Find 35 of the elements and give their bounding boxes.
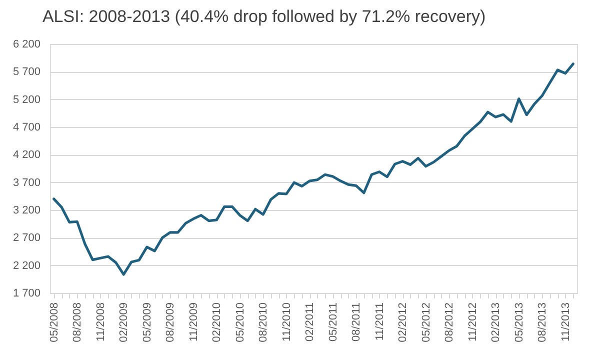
x-tick-label: 08/2009	[164, 302, 177, 342]
y-tick-label: 6 200	[12, 38, 40, 50]
x-tick-label: 05/2013	[513, 302, 526, 342]
x-tick-label: 02/2013	[490, 302, 502, 342]
x-tick-label: 05/2010	[234, 302, 246, 342]
x-tick-label: 08/2010	[258, 302, 270, 342]
line-series	[52, 62, 574, 276]
y-tick-label: 4 700	[12, 122, 40, 134]
x-tick-label: 11/2009	[188, 302, 200, 342]
x-tick-label: 08/2008	[72, 302, 84, 342]
x-tick-label: 02/2010	[211, 302, 224, 342]
x-tick-label: 08/2013	[536, 302, 549, 342]
x-tick-label: 02/2012	[397, 302, 410, 342]
y-tick-label: 5 700	[12, 66, 40, 78]
y-tick-label: 3 200	[12, 204, 40, 216]
x-tick-label: 05/2008	[48, 302, 60, 342]
y-tick-label: 5 200	[12, 94, 40, 106]
x-tick-label: 11/2013	[560, 302, 572, 342]
x-tick-label: 05/2009	[141, 302, 154, 342]
x-tick-label: 11/2010	[280, 302, 293, 342]
x-tick-label: 02/2009	[118, 302, 130, 342]
x-tick-label: 11/2011	[374, 302, 386, 341]
x-tick-label: 11/2012	[466, 302, 479, 342]
x-tick-label: 05/2012	[420, 302, 432, 342]
x-tick-label: 08/2011	[350, 302, 363, 342]
y-tick-label: 2 200	[12, 260, 40, 272]
y-tick-label: 1 700	[12, 288, 40, 300]
x-tick-label: 08/2012	[444, 302, 456, 342]
x-tick-label: 02/2011	[304, 302, 316, 342]
x-tick-label: 11/2008	[94, 302, 107, 342]
y-tick-label: 2 700	[12, 232, 40, 244]
chart-title: ALSI: 2008-2013 (40.4% drop followed by 71.2% recovery)	[42, 7, 486, 26]
y-tick-label: 3 700	[12, 176, 40, 189]
x-tick-label: 05/2011	[327, 302, 340, 342]
y-tick-label: 4 200	[12, 149, 40, 162]
